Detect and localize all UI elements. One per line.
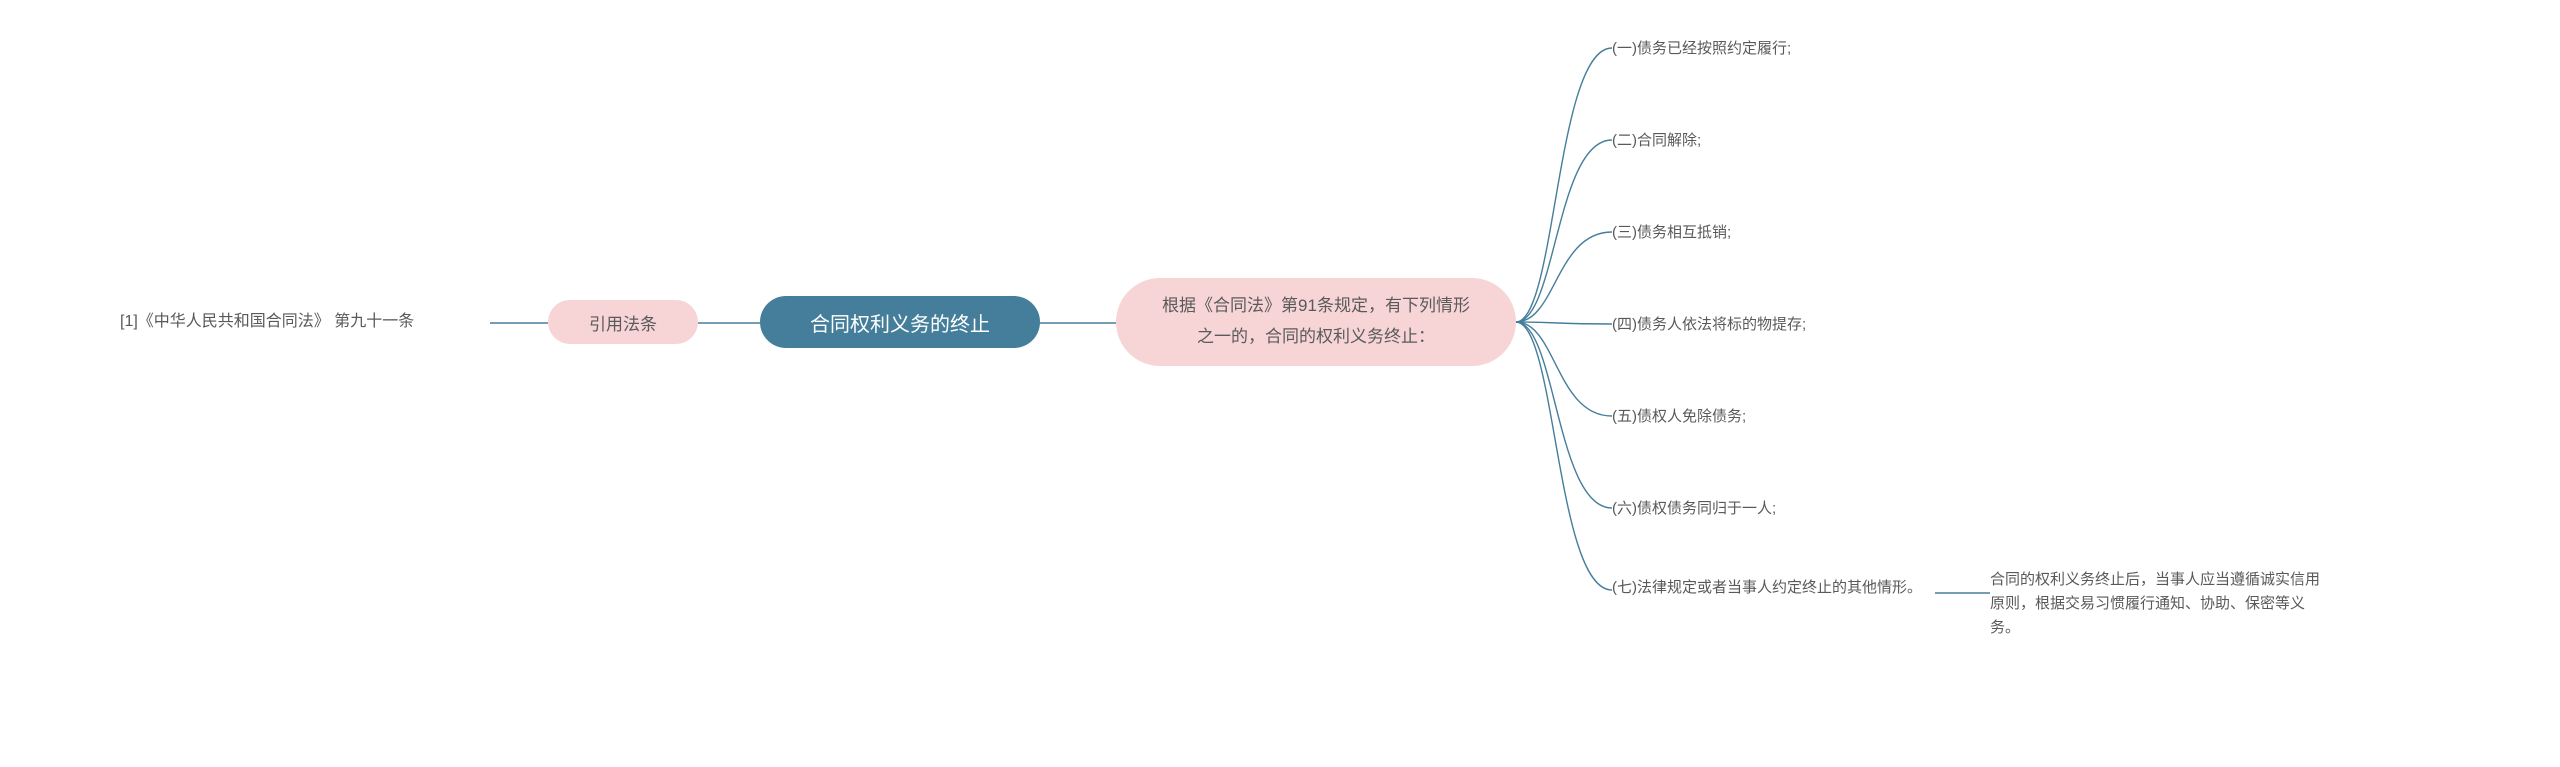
conn-root-r1 xyxy=(1040,322,1116,324)
leaf-7: (七)法律规定或者当事人约定终止的其他情形。 xyxy=(1612,576,1932,600)
leaf-2: (二)合同解除; xyxy=(1612,130,1701,153)
conn-r1-leaves xyxy=(1516,30,1612,620)
leaf-1: (一)债务已经按照约定履行; xyxy=(1612,38,1791,61)
intro-node: 根据《合同法》第91条规定，有下列情形之一的，合同的权利义务终止： xyxy=(1116,278,1516,366)
detail-node: 合同的权利义务终止后，当事人应当遵循诚实信用原则，根据交易习惯履行通知、协助、保… xyxy=(1990,568,2330,640)
citation-text: [1]《中华人民共和国合同法》 第九十一条 xyxy=(120,310,490,334)
conn-leaf7-detail xyxy=(1935,592,1990,594)
citation-pill: 引用法条 xyxy=(548,300,698,344)
conn-l1-root xyxy=(698,322,760,324)
leaf-4: (四)债务人依法将标的物提存; xyxy=(1612,314,1806,337)
leaf-5: (五)债权人免除债务; xyxy=(1612,406,1746,429)
leaf-6: (六)债权债务同归于一人; xyxy=(1612,498,1776,521)
mindmap-canvas: { "type": "mindmap", "background_color":… xyxy=(0,0,2560,767)
leaf-3: (三)债务相互抵销; xyxy=(1612,222,1731,245)
root-node: 合同权利义务的终止 xyxy=(760,296,1040,348)
conn-l2-l1 xyxy=(490,322,548,324)
intro-text: 根据《合同法》第91条规定，有下列情形之一的，合同的权利义务终止： xyxy=(1156,291,1476,352)
